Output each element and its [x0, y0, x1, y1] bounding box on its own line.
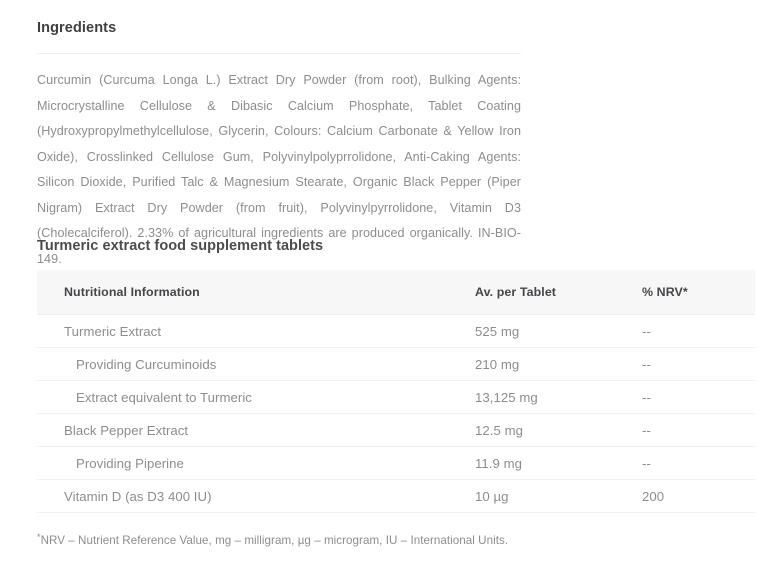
heading-divider — [37, 53, 521, 54]
row-amount-per-tablet: 525 mg — [456, 314, 623, 348]
row-nutrient-name: Black Pepper Extract — [37, 413, 456, 447]
row-nutrient-name: Turmeric Extract — [37, 314, 456, 348]
table-header-row: Nutritional Information Av. per Tablet %… — [37, 270, 755, 315]
footnote-text: NRV – Nutrient Reference Value, mg – mil… — [40, 534, 509, 547]
column-header-percent-nrv: % NRV* — [623, 270, 755, 315]
column-header-av-per-tablet: Av. per Tablet — [456, 270, 623, 315]
table-row: Black Pepper Extract 12.5 mg -- — [37, 413, 755, 447]
row-percent-nrv: -- — [623, 446, 755, 480]
row-amount-per-tablet: 210 mg — [456, 347, 623, 381]
table-row: Providing Piperine 11.9 mg -- — [37, 446, 755, 480]
table-row: Turmeric Extract 525 mg -- — [37, 314, 755, 348]
row-amount-per-tablet: 12.5 mg — [456, 413, 623, 447]
row-percent-nrv: -- — [623, 314, 755, 348]
table-header: Nutritional Information Av. per Tablet %… — [37, 270, 755, 315]
ingredients-section: Ingredients Curcumin (Curcuma Longa L.) … — [37, 18, 521, 285]
ingredients-text: Curcumin (Curcuma Longa L.) Extract Dry … — [37, 73, 521, 266]
table-row: Vitamin D (as D3 400 IU) 10 µg 200 — [37, 479, 755, 513]
ingredients-heading: Ingredients — [37, 20, 117, 36]
row-nutrient-name: Vitamin D (as D3 400 IU) — [37, 479, 456, 513]
nutrition-table-section: Turmeric extract food supplement tablets… — [37, 236, 755, 513]
row-percent-nrv: -- — [623, 413, 755, 447]
nrv-footnote: *NRV – Nutrient Reference Value, mg – mi… — [37, 533, 508, 549]
footnote-marker: * — [37, 532, 41, 542]
row-nutrient-name: Providing Curcuminoids — [37, 347, 456, 381]
row-nutrient-name: Providing Piperine — [37, 446, 456, 480]
nutrition-table: Nutritional Information Av. per Tablet %… — [37, 270, 755, 513]
row-amount-per-tablet: 10 µg — [456, 479, 623, 513]
table-row: Providing Curcuminoids 210 mg -- — [37, 347, 755, 381]
row-percent-nrv: -- — [623, 347, 755, 381]
column-header-nutritional-information: Nutritional Information — [37, 270, 456, 315]
row-percent-nrv: -- — [623, 380, 755, 414]
table-body: Turmeric Extract 525 mg -- Providing Curcum… — [37, 314, 755, 513]
nutrition-table-heading: Turmeric extract food supplement tablets — [37, 238, 324, 254]
row-amount-per-tablet: 13,125 mg — [456, 380, 623, 414]
row-amount-per-tablet: 11.9 mg — [456, 446, 623, 480]
row-nutrient-name: Extract equivalent to Turmeric — [37, 380, 456, 414]
row-percent-nrv: 200 — [623, 479, 755, 513]
table-row: Extract equivalent to Turmeric 13,125 mg -… — [37, 380, 755, 414]
